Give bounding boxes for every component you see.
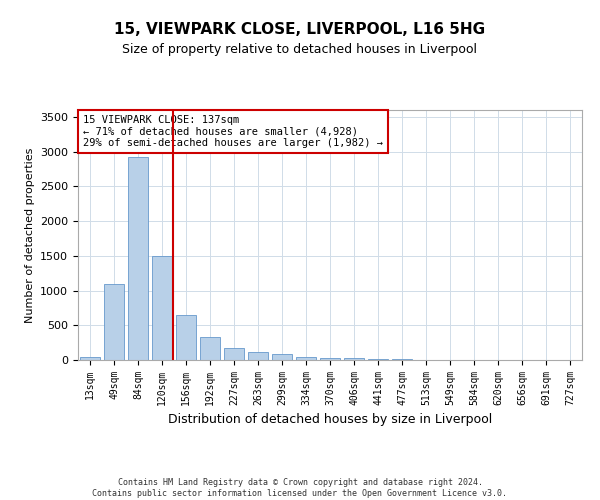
Bar (176, 315, 196, 360)
Bar (104, 284, 124, 360)
Bar (128, 157, 148, 360)
Text: Size of property relative to detached houses in Liverpool: Size of property relative to detached ho… (122, 42, 478, 56)
Bar (272, 354, 292, 360)
Text: 15, VIEWPARK CLOSE, LIVERPOOL, L16 5HG: 15, VIEWPARK CLOSE, LIVERPOOL, L16 5HG (115, 22, 485, 38)
Text: Contains HM Land Registry data © Crown copyright and database right 2024.
Contai: Contains HM Land Registry data © Crown c… (92, 478, 508, 498)
Bar (344, 358, 364, 360)
Bar (296, 357, 316, 360)
Bar (368, 359, 388, 360)
Bar (200, 338, 220, 360)
Bar (152, 256, 172, 360)
X-axis label: Distribution of detached houses by size in Liverpool: Distribution of detached houses by size … (168, 414, 492, 426)
Bar (80, 356, 100, 360)
Bar (320, 358, 340, 360)
Bar (224, 348, 244, 360)
Bar (248, 352, 268, 360)
Y-axis label: Number of detached properties: Number of detached properties (25, 148, 35, 322)
Text: 15 VIEWPARK CLOSE: 137sqm
← 71% of detached houses are smaller (4,928)
29% of se: 15 VIEWPARK CLOSE: 137sqm ← 71% of detac… (83, 115, 383, 148)
